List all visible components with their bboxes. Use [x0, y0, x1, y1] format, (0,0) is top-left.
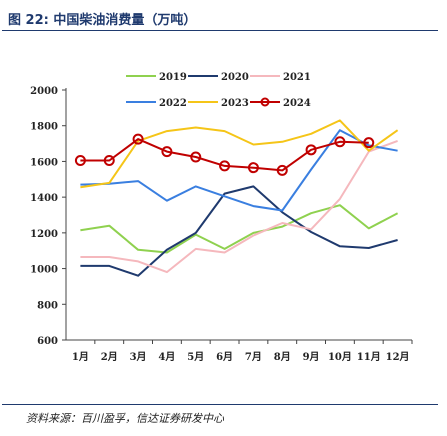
- y-tick-label: 1000: [30, 265, 58, 276]
- x-tick-label: 4月: [158, 351, 175, 363]
- y-tick-label: 1800: [30, 122, 58, 133]
- point-2024: [190, 151, 202, 163]
- point-2024: [334, 136, 346, 148]
- line-chart: 600 800 1000 1200 1400 1600 1800 2000 1月 2月 3月 4月 5月…: [30, 72, 413, 363]
- point-2024: [305, 144, 317, 156]
- chart-area: 600 800 1000 1200 1400 1600 1800 2000 1月 2月 3月 4月 5月…: [0, 34, 447, 374]
- title-bar: 图 22: 中国柴油消费量（万吨）: [4, 6, 434, 30]
- legend-label-2020: 2020: [221, 72, 249, 83]
- point-2024: [132, 133, 144, 145]
- x-tick-label: 9月: [303, 351, 320, 363]
- y-tick-label: 1600: [30, 157, 58, 168]
- legend-label-2019: 2019: [159, 72, 187, 83]
- legend-label-2023: 2023: [221, 98, 249, 109]
- x-tick-label: 1月: [72, 351, 89, 363]
- legend-label-2021: 2021: [283, 72, 311, 83]
- source-note: 资料来源：百川盈孚，信达证券研发中心: [26, 412, 224, 425]
- x-tick-label: 7月: [245, 351, 262, 363]
- point-2024: [247, 162, 259, 174]
- x-tick-label: 10月: [328, 351, 352, 363]
- source-rule: [2, 404, 438, 405]
- series-line-2021: [80, 139, 398, 274]
- point-2024: [219, 160, 231, 172]
- x-tick-label: 6月: [216, 351, 233, 363]
- chart-title: 图 22: 中国柴油消费量（万吨）: [8, 13, 197, 28]
- point-2024: [103, 155, 115, 167]
- series-line-2020: [80, 185, 398, 277]
- y-tick-label: 2000: [30, 86, 58, 97]
- x-tick-label: 11月: [357, 351, 381, 363]
- y-tick-label: 1400: [30, 193, 58, 204]
- series-line-2019: [80, 204, 399, 254]
- legend-marker-2024: [260, 97, 270, 107]
- point-2024: [161, 146, 173, 158]
- point-2024: [74, 155, 86, 167]
- x-tick-label: 5月: [187, 351, 204, 363]
- y-tick-label: 600: [37, 336, 58, 347]
- legend-label-2022: 2022: [159, 98, 187, 109]
- y-tick-label: 1200: [30, 229, 58, 240]
- point-2024: [276, 164, 288, 176]
- x-tick-label: 2月: [101, 351, 118, 363]
- y-tick-label: 800: [37, 300, 58, 311]
- series-line-2022: [80, 129, 398, 212]
- x-tick-label: 8月: [274, 351, 291, 363]
- point-2024: [363, 137, 375, 149]
- x-tick-label: 12月: [386, 351, 410, 363]
- series-line-2024: [80, 138, 369, 172]
- title-rule: [2, 30, 438, 31]
- legend-label-2024: 2024: [283, 98, 311, 109]
- x-tick-label: 3月: [130, 351, 147, 363]
- series-line-2023: [80, 119, 399, 189]
